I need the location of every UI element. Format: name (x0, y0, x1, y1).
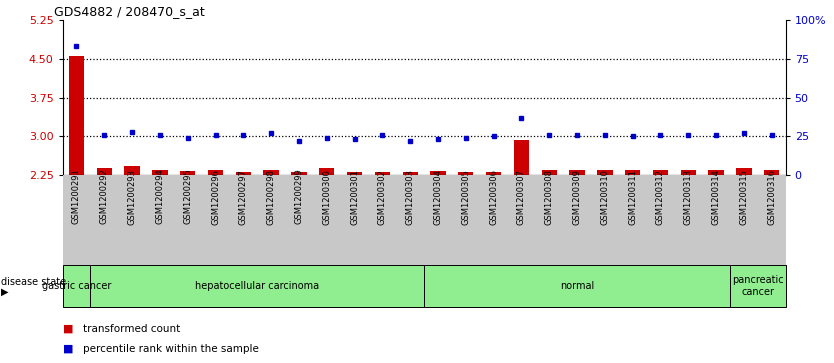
Bar (69, 56, 84, 175)
Bar (458, 172, 474, 175)
Bar (236, 172, 251, 175)
Text: percentile rank within the sample: percentile rank within the sample (83, 344, 259, 354)
Text: pancreatic
cancer: pancreatic cancer (732, 275, 784, 297)
Text: GDS4882 / 208470_s_at: GDS4882 / 208470_s_at (54, 5, 205, 18)
Bar (570, 170, 585, 175)
Bar (208, 170, 224, 175)
Text: hepatocellular carcinoma: hepatocellular carcinoma (195, 281, 319, 291)
Bar (514, 140, 529, 175)
Bar (291, 172, 307, 175)
Bar (124, 166, 140, 175)
Bar (597, 170, 612, 175)
Bar (180, 171, 195, 175)
Bar (625, 170, 641, 175)
Bar (708, 170, 724, 175)
Text: ▶: ▶ (1, 286, 8, 297)
Text: ■: ■ (63, 344, 73, 354)
Bar (319, 168, 334, 175)
Bar (681, 170, 696, 175)
Text: normal: normal (560, 281, 594, 291)
Bar (374, 172, 390, 175)
Bar (430, 171, 445, 175)
Text: ■: ■ (63, 324, 73, 334)
Bar (736, 168, 751, 175)
Text: disease state: disease state (1, 277, 66, 287)
Text: transformed count: transformed count (83, 324, 181, 334)
Bar (403, 172, 418, 175)
Bar (97, 168, 112, 175)
Text: gastric cancer: gastric cancer (42, 281, 111, 291)
Bar (347, 172, 362, 175)
Bar (653, 170, 668, 175)
Bar (153, 170, 168, 175)
Bar (541, 170, 557, 175)
Bar (486, 172, 501, 175)
Bar (264, 170, 279, 175)
Bar (764, 170, 779, 175)
